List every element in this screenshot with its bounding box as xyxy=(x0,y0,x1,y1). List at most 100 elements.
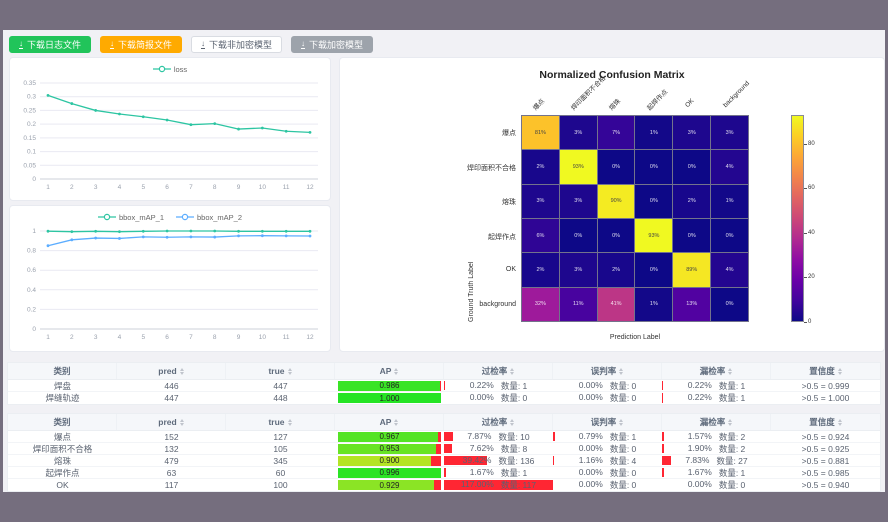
sort-down-icon xyxy=(510,371,515,375)
pred-cell: 117 xyxy=(164,480,179,490)
column-header-label: AP xyxy=(379,417,392,427)
sort-icon[interactable] xyxy=(394,367,399,375)
class-cell: 爆点 xyxy=(53,431,71,442)
column-header-true[interactable]: true xyxy=(226,363,335,379)
ap-bar: 0.986 xyxy=(338,380,441,391)
download-icon: ↓ xyxy=(201,38,206,50)
column-header-过检率[interactable]: 过检率 xyxy=(444,414,553,430)
rate-bar xyxy=(662,468,664,477)
rate-percent: 0.00% xyxy=(578,392,603,402)
sort-down-icon xyxy=(510,422,515,426)
sort-icon[interactable] xyxy=(394,418,399,426)
miss-cell: 0.22% 数量: 1 xyxy=(662,392,771,404)
sort-icon[interactable] xyxy=(510,418,515,426)
sort-icon[interactable] xyxy=(179,367,184,375)
rate-count: 数量: 1 xyxy=(609,431,637,442)
rate-percent: 0.79% xyxy=(578,431,603,441)
column-header-类别: 类别 xyxy=(8,363,117,379)
column-header-漏检率[interactable]: 漏检率 xyxy=(662,363,771,379)
legend-item-bbox_mAP_2[interactable]: bbox_mAP_2 xyxy=(176,213,242,222)
confidence-cell: >0.5 = 1.000 xyxy=(801,393,850,403)
rate-count: 数量: 1 xyxy=(500,467,528,478)
download-button-4[interactable]: ↓ 下载加密模型 xyxy=(291,36,374,53)
sort-icon[interactable] xyxy=(837,418,842,426)
pred-cell: 446 xyxy=(164,380,179,391)
download-button-1[interactable]: ↓ 下载日志文件 xyxy=(9,36,92,53)
matrix-cell: 4% xyxy=(711,150,748,184)
column-header-AP[interactable]: AP xyxy=(335,363,444,379)
dashboard-content: ↓ 下载日志文件 ↓ 下载简报文件 ↓ 下载非加密模型 ↓ 下载加密模型 loss 0 0.05 0… xyxy=(3,30,885,492)
sort-icon[interactable] xyxy=(728,367,733,375)
rate-count: 数量: 27 xyxy=(716,455,748,466)
overkill-cell: 39.42% 数量: 136 xyxy=(444,455,553,466)
svg-text:0: 0 xyxy=(32,326,36,333)
download-button-3[interactable]: ↓ 下载非加密模型 xyxy=(191,36,283,53)
sort-icon[interactable] xyxy=(179,418,184,426)
true-cell: 60 xyxy=(275,467,286,478)
column-header-pred[interactable]: pred xyxy=(117,414,226,430)
rate-percent: 7.87% xyxy=(467,431,492,441)
column-header-label: 漏检率 xyxy=(699,417,726,427)
column-header-AP[interactable]: AP xyxy=(335,414,444,430)
rate-text: 0.00% 数量: 0 xyxy=(579,380,637,391)
ap-cell: 0.953 xyxy=(335,443,444,454)
rate-count: 数量: 1 xyxy=(718,380,746,391)
matrix-cell: 32% xyxy=(522,287,559,321)
sort-icon[interactable] xyxy=(728,418,733,426)
sort-icon[interactable] xyxy=(287,418,292,426)
sort-icon[interactable] xyxy=(837,367,842,375)
sort-icon[interactable] xyxy=(510,367,515,375)
sort-up-icon xyxy=(510,418,515,422)
matrix-cell: 6% xyxy=(522,218,559,253)
column-header-误判率[interactable]: 误判率 xyxy=(553,363,662,379)
column-header-true[interactable]: true xyxy=(226,414,335,430)
column-header-漏检率[interactable]: 漏检率 xyxy=(662,414,771,430)
sort-down-icon xyxy=(179,371,184,375)
rate-percent: 0.00% xyxy=(578,467,603,477)
column-header-pred[interactable]: pred xyxy=(117,363,226,379)
legend-item-loss[interactable]: loss xyxy=(152,65,187,74)
svg-text:0.3: 0.3 xyxy=(27,94,36,101)
ap-cell: 0.967 xyxy=(335,431,444,442)
matrix-cell: 3% xyxy=(559,116,597,150)
download-button-2[interactable]: ↓ 下载简报文件 xyxy=(100,36,183,53)
svg-text:5: 5 xyxy=(141,334,145,341)
sort-icon[interactable] xyxy=(619,418,624,426)
svg-text:6: 6 xyxy=(165,334,169,341)
rate-text: 1.67% 数量: 1 xyxy=(688,467,746,478)
overkill-cell: 1.67% 数量: 1 xyxy=(444,467,553,478)
miss-cell: 0.22% 数量: 1 xyxy=(662,380,771,391)
sort-up-icon xyxy=(619,418,624,422)
column-header-label: 漏检率 xyxy=(699,366,726,376)
table-header-row: 类别 pred true AP 过检率 误判率 漏检率 置信度 xyxy=(8,414,880,431)
matrix-cell: 3% xyxy=(559,253,597,287)
rate-percent: 0.22% xyxy=(687,380,712,390)
column-header-过检率[interactable]: 过检率 xyxy=(444,363,553,379)
rate-count: 数量: 0 xyxy=(609,393,637,403)
colorbar-tick-mark xyxy=(804,322,807,323)
column-header-置信度[interactable]: 置信度 xyxy=(771,414,880,430)
confusion-matrix-ylabel: Ground Truth Label xyxy=(468,261,475,322)
column-header-置信度[interactable]: 置信度 xyxy=(771,363,880,379)
matrix-cell: 7% xyxy=(597,116,635,150)
legend-item-bbox_mAP_1[interactable]: bbox_mAP_1 xyxy=(97,213,164,222)
rate-count: 数量: 136 xyxy=(498,455,535,466)
svg-text:6: 6 xyxy=(165,184,169,191)
svg-text:5: 5 xyxy=(141,184,145,191)
rate-count: 数量: 0 xyxy=(609,480,637,490)
sort-icon[interactable] xyxy=(287,367,292,375)
column-header-误判率[interactable]: 误判率 xyxy=(553,414,662,430)
ap-bar: 0.900 xyxy=(338,455,441,466)
matrix-column-label: 起焊作点 xyxy=(646,88,670,112)
chart-legend: loss xyxy=(10,61,330,77)
svg-text:0.05: 0.05 xyxy=(23,162,36,169)
sort-icon[interactable] xyxy=(619,367,624,375)
metrics-tables: 类别 pred true AP 过检率 误判率 漏检率 置信度 焊盘 446 447 0.986 0.2… xyxy=(7,362,881,492)
matrix-column-label: OK xyxy=(684,97,696,109)
class-cell: 焊印面积不合格 xyxy=(32,443,93,454)
table-header-row: 类别 pred true AP 过检率 误判率 漏检率 置信度 xyxy=(8,363,880,380)
matrix-cell: 0% xyxy=(597,150,635,184)
colorbar-tick-label: 80 xyxy=(808,140,815,147)
pred-cell: 479 xyxy=(164,455,179,466)
svg-text:1: 1 xyxy=(46,334,50,341)
